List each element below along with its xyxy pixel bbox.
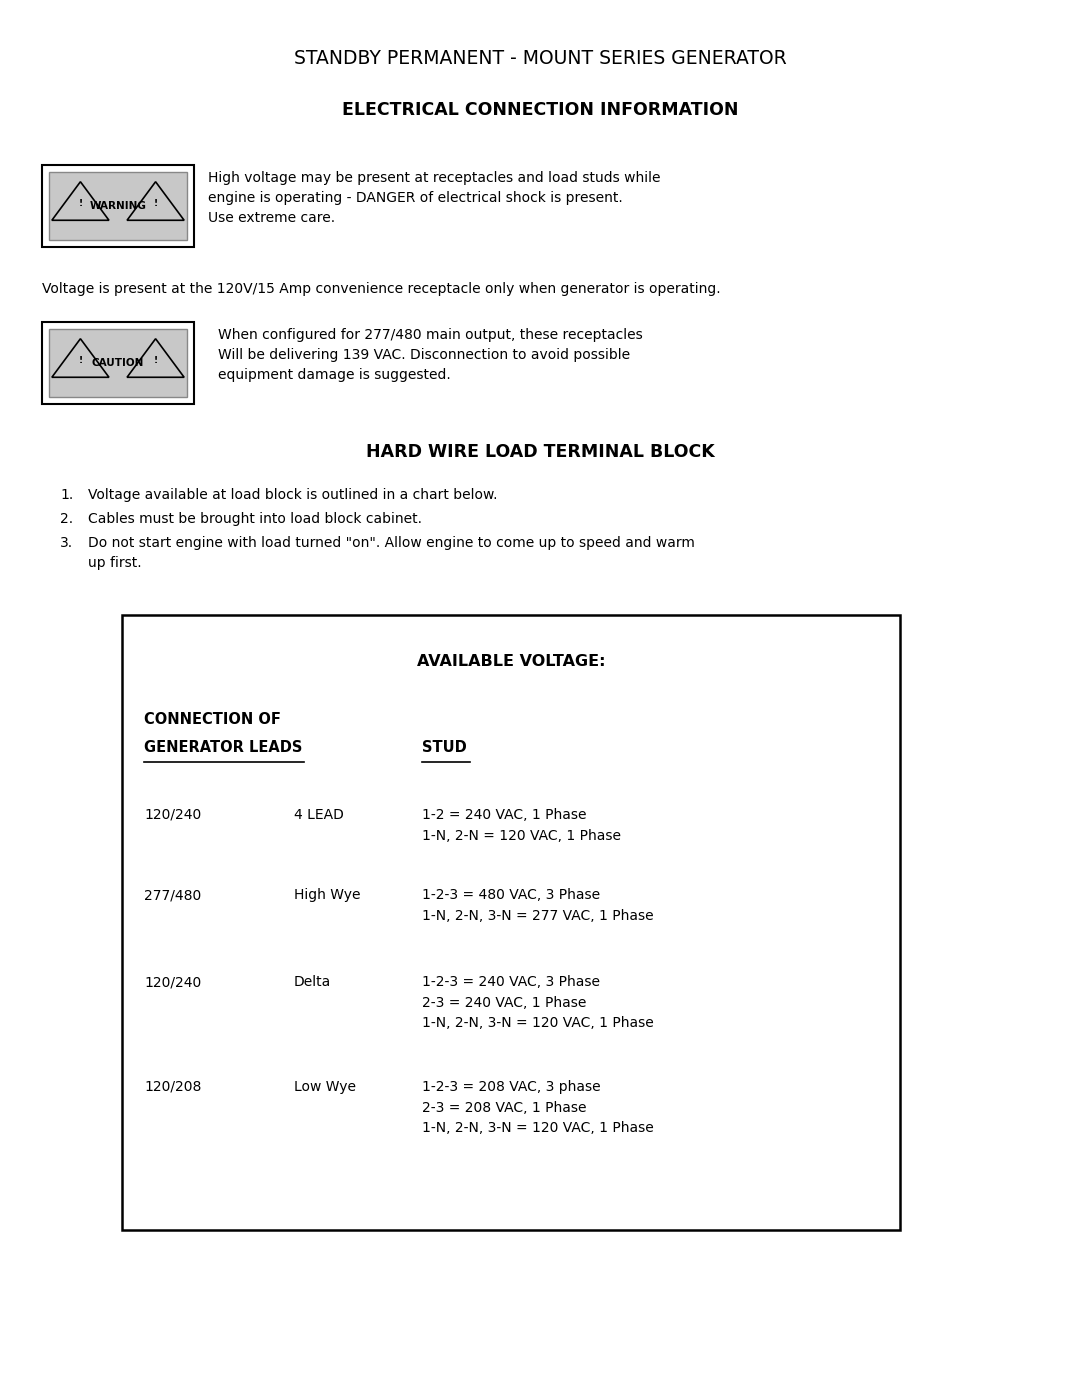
Text: When configured for 277/480 main output, these receptacles
Will be delivering 13: When configured for 277/480 main output,… <box>218 328 643 383</box>
Text: 1.: 1. <box>60 488 73 502</box>
Text: CAUTION: CAUTION <box>92 358 145 367</box>
Text: !: ! <box>153 198 158 208</box>
Text: Voltage is present at the 120V/15 Amp convenience receptacle only when generator: Voltage is present at the 120V/15 Amp co… <box>42 282 720 296</box>
Text: 120/240: 120/240 <box>144 807 201 821</box>
Text: Delta: Delta <box>294 975 332 989</box>
Text: 120/240: 120/240 <box>144 975 201 989</box>
Text: Cables must be brought into load block cabinet.: Cables must be brought into load block c… <box>87 511 422 527</box>
Text: 4 LEAD: 4 LEAD <box>294 807 343 821</box>
FancyBboxPatch shape <box>42 165 194 247</box>
Text: Voltage available at load block is outlined in a chart below.: Voltage available at load block is outli… <box>87 488 498 502</box>
Text: 3.: 3. <box>60 536 73 550</box>
Text: 1-2 = 240 VAC, 1 Phase
1-N, 2-N = 120 VAC, 1 Phase: 1-2 = 240 VAC, 1 Phase 1-N, 2-N = 120 VA… <box>422 807 621 842</box>
Text: 2.: 2. <box>60 511 73 527</box>
Text: WARNING: WARNING <box>90 201 147 211</box>
FancyBboxPatch shape <box>42 321 194 404</box>
Text: !: ! <box>79 356 82 365</box>
FancyBboxPatch shape <box>122 615 900 1229</box>
Text: STANDBY PERMANENT - MOUNT SERIES GENERATOR: STANDBY PERMANENT - MOUNT SERIES GENERAT… <box>294 49 786 67</box>
Text: HARD WIRE LOAD TERMINAL BLOCK: HARD WIRE LOAD TERMINAL BLOCK <box>366 443 714 461</box>
Text: 1-2-3 = 240 VAC, 3 Phase
2-3 = 240 VAC, 1 Phase
1-N, 2-N, 3-N = 120 VAC, 1 Phase: 1-2-3 = 240 VAC, 3 Phase 2-3 = 240 VAC, … <box>422 975 653 1030</box>
FancyBboxPatch shape <box>49 172 187 240</box>
Text: ELECTRICAL CONNECTION INFORMATION: ELECTRICAL CONNECTION INFORMATION <box>341 101 739 119</box>
Text: !: ! <box>153 356 158 365</box>
Text: High voltage may be present at receptacles and load studs while
engine is operat: High voltage may be present at receptacl… <box>208 170 661 225</box>
Text: GENERATOR LEADS: GENERATOR LEADS <box>144 740 302 754</box>
Text: !: ! <box>79 198 82 208</box>
Text: AVAILABLE VOLTAGE:: AVAILABLE VOLTAGE: <box>417 655 605 669</box>
Text: High Wye: High Wye <box>294 888 361 902</box>
Text: 1-2-3 = 480 VAC, 3 Phase
1-N, 2-N, 3-N = 277 VAC, 1 Phase: 1-2-3 = 480 VAC, 3 Phase 1-N, 2-N, 3-N =… <box>422 888 653 922</box>
Text: STUD: STUD <box>422 740 467 754</box>
FancyBboxPatch shape <box>49 330 187 397</box>
Text: Do not start engine with load turned "on". Allow engine to come up to speed and : Do not start engine with load turned "on… <box>87 536 694 570</box>
Text: 120/208: 120/208 <box>144 1080 201 1094</box>
Text: CONNECTION OF: CONNECTION OF <box>144 712 281 726</box>
Text: 1-2-3 = 208 VAC, 3 phase
2-3 = 208 VAC, 1 Phase
1-N, 2-N, 3-N = 120 VAC, 1 Phase: 1-2-3 = 208 VAC, 3 phase 2-3 = 208 VAC, … <box>422 1080 653 1136</box>
Text: 277/480: 277/480 <box>144 888 201 902</box>
Text: Low Wye: Low Wye <box>294 1080 356 1094</box>
